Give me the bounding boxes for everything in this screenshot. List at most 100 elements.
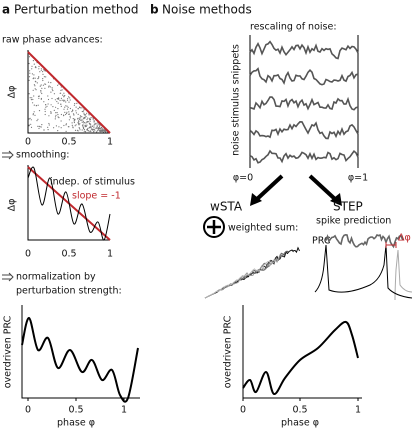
dot — [90, 123, 92, 125]
dot — [84, 125, 86, 127]
dot — [32, 78, 34, 80]
dot — [95, 127, 97, 129]
spike-traces — [314, 233, 413, 301]
dot — [40, 91, 42, 93]
dot — [36, 120, 38, 122]
dot — [38, 97, 40, 99]
dot — [66, 99, 69, 101]
dot — [57, 84, 59, 86]
dot — [66, 108, 69, 110]
dot — [56, 112, 58, 114]
dot — [65, 124, 67, 126]
dot — [65, 130, 67, 132]
dot — [53, 93, 56, 95]
dot — [77, 108, 79, 110]
dot — [79, 123, 81, 125]
arrow — [308, 174, 338, 202]
dot — [61, 99, 63, 101]
dot — [51, 88, 53, 90]
dot — [77, 113, 79, 115]
dot — [93, 131, 95, 133]
dot — [79, 129, 81, 131]
axes — [27, 165, 110, 241]
dot — [86, 112, 88, 114]
dot — [73, 104, 75, 106]
dot — [86, 118, 88, 121]
phase-label: φ=1 — [348, 173, 368, 184]
dot — [58, 126, 60, 128]
dot — [48, 85, 50, 87]
dot — [58, 117, 60, 119]
dot — [88, 114, 90, 116]
dot — [89, 118, 91, 120]
dot — [38, 125, 40, 127]
dot — [65, 113, 67, 116]
dot — [42, 78, 44, 80]
annotation: indep. of stimulus — [50, 177, 135, 188]
dot — [79, 119, 82, 121]
dot — [50, 112, 52, 114]
dot — [71, 111, 73, 113]
dot — [55, 112, 57, 114]
dot — [86, 124, 88, 126]
noise-trace — [249, 96, 359, 111]
dot — [64, 111, 66, 113]
phase-label: φ=0 — [233, 173, 253, 184]
dot — [96, 124, 98, 126]
dot — [80, 107, 82, 109]
dot — [98, 127, 100, 130]
dot — [72, 113, 75, 115]
dot — [50, 91, 52, 93]
dot — [96, 127, 98, 129]
dot — [43, 129, 45, 131]
dot — [61, 89, 63, 91]
y-label: Δφ — [7, 86, 18, 99]
dot — [63, 108, 65, 110]
dot — [45, 76, 47, 78]
dot — [68, 113, 70, 115]
dot — [82, 126, 84, 128]
dot — [63, 96, 65, 98]
dot — [99, 127, 101, 129]
dot — [57, 130, 59, 132]
dot — [105, 130, 107, 132]
dot — [31, 73, 33, 75]
dot — [42, 84, 45, 86]
dot — [47, 81, 50, 83]
dot — [38, 95, 40, 97]
dot — [101, 130, 103, 132]
step-label: spike prediction — [316, 216, 391, 227]
dot — [31, 68, 33, 70]
dot — [59, 99, 61, 102]
dot — [74, 125, 76, 127]
dot — [96, 130, 99, 132]
dot — [37, 104, 39, 106]
dot — [93, 125, 95, 127]
dot — [75, 106, 77, 108]
dot — [40, 69, 42, 71]
dot — [38, 110, 41, 112]
dot — [44, 113, 46, 116]
dot — [52, 106, 54, 108]
arrow — [254, 174, 284, 202]
dot — [55, 114, 57, 116]
axes — [242, 305, 362, 401]
dot — [67, 98, 69, 100]
dot — [54, 118, 56, 120]
dot — [44, 110, 46, 113]
dot — [64, 106, 66, 108]
dot — [79, 117, 81, 119]
dot — [28, 62, 30, 65]
dot — [102, 129, 104, 131]
dot — [60, 120, 62, 122]
x-tick-label: 1 — [121, 405, 127, 416]
panel-title: Perturbation method — [14, 3, 138, 17]
dot — [93, 120, 95, 122]
dot — [59, 92, 61, 94]
dot — [29, 72, 31, 74]
dot — [68, 101, 70, 103]
sum-icon — [207, 220, 221, 234]
dot — [82, 120, 84, 122]
dot — [90, 125, 92, 127]
dot — [29, 70, 31, 72]
